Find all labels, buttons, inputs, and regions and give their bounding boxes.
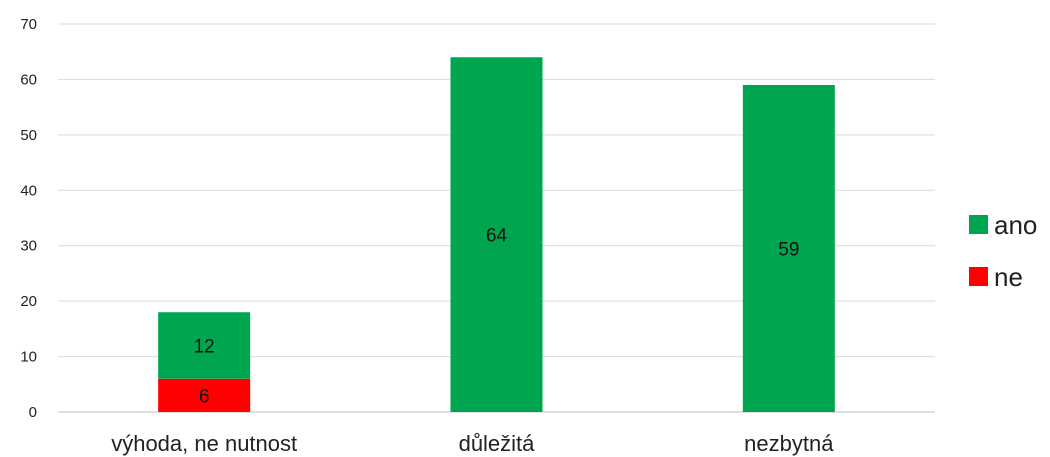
- data-label: 59: [778, 239, 799, 260]
- bar-ano: [450, 57, 543, 412]
- y-tick-label: 10: [20, 349, 37, 366]
- y-tick-label: 60: [20, 71, 37, 88]
- y-tick-label: 0: [29, 404, 37, 421]
- bar-ano: [742, 84, 835, 412]
- legend-swatch-ne: [969, 267, 988, 286]
- data-label: 64: [486, 226, 508, 247]
- x-category-label: nezbytná: [744, 431, 834, 456]
- x-category-label: výhoda, ne nutnost: [111, 431, 297, 456]
- y-tick-label: 40: [20, 182, 37, 199]
- data-label: 6: [199, 386, 210, 407]
- data-label: 12: [194, 336, 215, 357]
- legend-swatch-ano: [969, 215, 988, 234]
- x-category-label: důležitá: [459, 431, 536, 456]
- bars: [158, 57, 835, 412]
- bar-ne: [158, 378, 251, 412]
- legend-label-ano: ano: [994, 210, 1037, 240]
- y-tick-label: 70: [20, 16, 37, 33]
- y-axis: 0 10 20 30 40 50 60 70: [20, 16, 37, 421]
- x-axis: výhoda, ne nutnost důležitá nezbytná: [111, 431, 834, 456]
- data-labels: 6 12 64 59: [194, 226, 800, 408]
- y-tick-label: 50: [20, 127, 37, 144]
- legend-label-ne: ne: [994, 262, 1023, 292]
- y-tick-label: 20: [20, 293, 37, 310]
- legend: ano ne: [969, 210, 1037, 292]
- y-tick-label: 30: [20, 238, 37, 255]
- bar-ano: [158, 312, 251, 379]
